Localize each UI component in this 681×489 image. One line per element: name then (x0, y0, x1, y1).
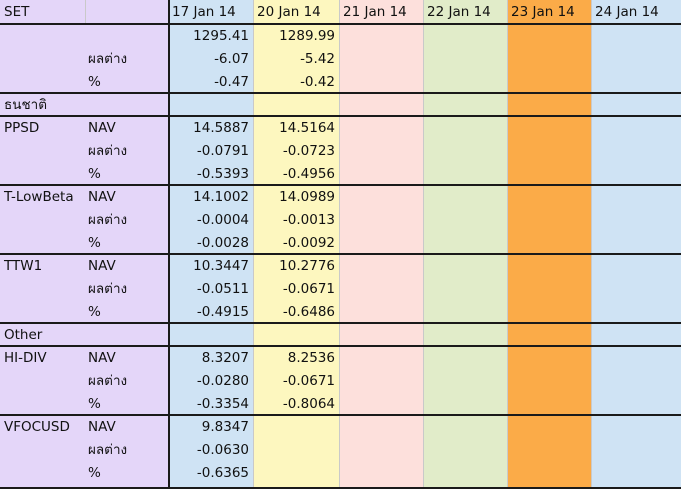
value-cell[interactable]: -6.07 (214, 51, 249, 67)
date-column-background (339, 0, 423, 489)
fund-name-cell[interactable]: VFOCUSD (4, 419, 70, 435)
value-cell[interactable]: -0.0511 (196, 281, 249, 297)
gridline (253, 0, 254, 489)
metric-label-cell[interactable]: % (88, 465, 101, 481)
section-row-background (168, 93, 253, 116)
row-border (0, 115, 681, 117)
value-cell[interactable]: -0.0280 (196, 373, 249, 389)
column-header-date[interactable]: 22 Jan 14 (427, 4, 491, 20)
value-cell[interactable]: -0.47 (214, 74, 249, 90)
value-cell[interactable]: -0.0092 (282, 235, 335, 251)
value-cell[interactable]: 8.3207 (201, 350, 249, 366)
row-border (0, 92, 681, 94)
value-cell[interactable]: -0.4915 (196, 304, 249, 320)
row-border (0, 23, 681, 25)
value-cell[interactable]: -0.42 (300, 74, 335, 90)
fund-name-cell[interactable]: ธนชาติ (4, 97, 47, 113)
value-cell[interactable]: -0.0013 (282, 212, 335, 228)
value-cell[interactable]: -0.4956 (282, 166, 335, 182)
row-border (0, 487, 681, 489)
fund-name-cell[interactable]: TTW1 (4, 258, 43, 274)
value-cell[interactable]: -0.0004 (196, 212, 249, 228)
row-border (0, 253, 681, 255)
value-cell[interactable]: -5.42 (300, 51, 335, 67)
column-header-date[interactable]: 20 Jan 14 (257, 4, 321, 20)
value-cell[interactable]: 14.1002 (193, 189, 249, 205)
row-border (0, 184, 681, 186)
gridline (423, 0, 424, 489)
value-cell[interactable]: 14.5164 (279, 120, 335, 136)
metric-label-cell[interactable]: NAV (88, 350, 116, 366)
fund-name-cell[interactable]: T-LowBeta (4, 189, 74, 205)
value-cell[interactable]: -0.6365 (196, 465, 249, 481)
fund-name-cell[interactable]: HI-DIV (4, 350, 47, 366)
metric-label-cell[interactable]: % (88, 304, 101, 320)
column-header-date[interactable]: 21 Jan 14 (343, 4, 407, 20)
value-cell[interactable]: 14.0989 (279, 189, 335, 205)
value-cell[interactable]: 10.2776 (279, 258, 335, 274)
section-row-background (253, 323, 339, 346)
value-cell[interactable]: -0.6486 (282, 304, 335, 320)
value-cell[interactable]: 10.3447 (193, 258, 249, 274)
value-cell[interactable]: 14.5887 (193, 120, 249, 136)
value-cell[interactable]: -0.0671 (282, 281, 335, 297)
gridline (85, 0, 86, 24)
value-cell[interactable]: -0.0630 (196, 442, 249, 458)
row-border (0, 322, 681, 324)
column-header-date[interactable]: 17 Jan 14 (172, 4, 236, 20)
date-column-background (591, 0, 681, 489)
value-cell[interactable]: -0.0791 (196, 143, 249, 159)
label-column-background (0, 0, 168, 489)
section-row-background (253, 93, 339, 116)
metric-label-cell[interactable]: % (88, 235, 101, 251)
metric-label-cell[interactable]: NAV (88, 120, 116, 136)
row-border (0, 345, 681, 347)
value-cell[interactable]: 9.8347 (201, 419, 249, 435)
column-header-date[interactable]: 24 Jan 14 (595, 4, 659, 20)
date-column-background (168, 0, 253, 489)
metric-label-cell[interactable]: ผลต่าง (88, 373, 128, 389)
column-header-date[interactable]: 23 Jan 14 (511, 4, 575, 20)
metric-label-cell[interactable]: ผลต่าง (88, 442, 128, 458)
value-cell[interactable]: -0.3354 (196, 396, 249, 412)
date-column-background (253, 0, 339, 489)
date-column-background (423, 0, 507, 489)
value-cell[interactable]: -0.8064 (282, 396, 335, 412)
section-row-background (168, 323, 253, 346)
value-cell[interactable]: -0.5393 (196, 166, 249, 182)
value-cell[interactable]: -0.0028 (196, 235, 249, 251)
metric-label-cell[interactable]: NAV (88, 258, 116, 274)
metric-label-cell[interactable]: NAV (88, 419, 116, 435)
metric-label-cell[interactable]: ผลต่าง (88, 51, 128, 67)
metric-label-cell[interactable]: ผลต่าง (88, 143, 128, 159)
metric-label-cell[interactable]: NAV (88, 189, 116, 205)
gridline (339, 0, 340, 489)
metric-label-cell[interactable]: % (88, 166, 101, 182)
metric-label-cell[interactable]: ผลต่าง (88, 281, 128, 297)
value-cell[interactable]: 1289.99 (279, 28, 335, 44)
value-cell[interactable]: 1295.41 (193, 28, 249, 44)
header-corner-label: SET (4, 4, 30, 20)
gridline (507, 0, 508, 489)
metric-label-cell[interactable]: ผลต่าง (88, 212, 128, 228)
row-border (0, 414, 681, 416)
date-column-background (507, 0, 591, 489)
gridline (168, 0, 170, 489)
fund-name-cell[interactable]: PPSD (4, 120, 40, 136)
metric-label-cell[interactable]: % (88, 74, 101, 90)
value-cell[interactable]: -0.0671 (282, 373, 335, 389)
metric-label-cell[interactable]: % (88, 396, 101, 412)
fund-name-cell[interactable]: Other (4, 327, 43, 343)
value-cell[interactable]: -0.0723 (282, 143, 335, 159)
gridline (591, 0, 592, 489)
value-cell[interactable]: 8.2536 (287, 350, 335, 366)
